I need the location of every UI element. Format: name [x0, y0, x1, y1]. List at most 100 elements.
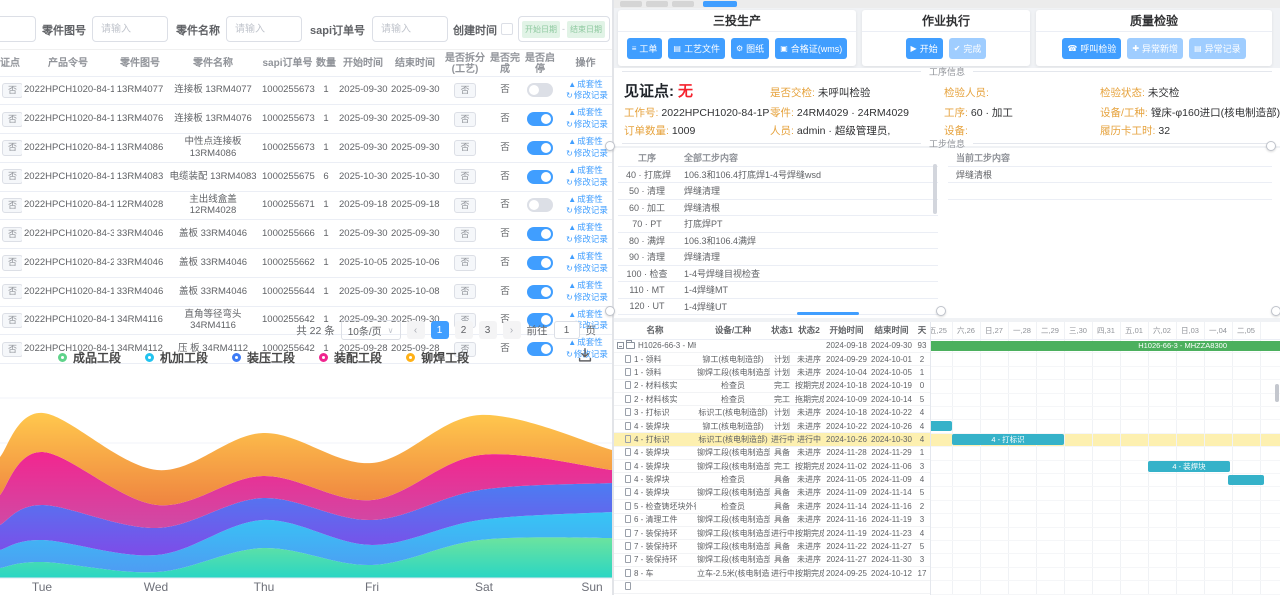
- gantt-row[interactable]: 7 - 装保持环 铆焊工段(核电制造部) 具备 未进序 2024-11-22 2024-1…: [614, 539, 930, 554]
- gantt-bar[interactable]: 4 - 打标识: [952, 434, 1064, 445]
- page-button-1[interactable]: 1: [430, 321, 449, 339]
- legend-item[interactable]: 成品工段: [58, 349, 121, 366]
- gantt-row[interactable]: H1026-66-3 - MHZZA8300 2024-09-182024-09-…: [614, 339, 930, 353]
- row-toggle[interactable]: [527, 83, 553, 98]
- split-tag[interactable]: 否: [454, 82, 476, 98]
- step-row[interactable]: 70 · PT 打底焊PT: [618, 215, 938, 233]
- cutoff-filter-input[interactable]: [0, 16, 36, 42]
- gantt-bar[interactable]: 4 - 装焊块: [1148, 461, 1230, 472]
- legend-item[interactable]: 铆焊工段: [406, 349, 469, 366]
- start-date-placeholder[interactable]: 开始日期: [522, 20, 560, 38]
- collapse-icon[interactable]: [617, 342, 624, 350]
- steps-horizontal-scrollbar[interactable]: [797, 312, 859, 315]
- legend-item[interactable]: 机加工段: [145, 349, 208, 366]
- row-toggle[interactable]: [527, 342, 553, 357]
- legend-item[interactable]: 装压工段: [232, 349, 295, 366]
- suite-link[interactable]: ▲成套性: [568, 107, 603, 118]
- gantt-row[interactable]: 8 - 车立车-2.5米(核电制造部)进行中按期完成2024-09-252024…: [614, 566, 930, 581]
- row-toggle[interactable]: [527, 112, 553, 127]
- split-tag[interactable]: 否: [454, 111, 476, 127]
- witness-tag[interactable]: 否: [2, 197, 22, 213]
- split-tag[interactable]: 否: [454, 255, 476, 271]
- create-time-checkbox[interactable]: [501, 23, 513, 35]
- legend-item[interactable]: 装配工段: [319, 349, 382, 366]
- 异常新增-button[interactable]: ✚ 异常新增: [1127, 37, 1184, 59]
- suite-link[interactable]: ▲成套性: [568, 251, 603, 261]
- row-toggle[interactable]: [527, 140, 553, 155]
- prev-page-button[interactable]: ‹: [406, 321, 425, 339]
- row-toggle[interactable]: [527, 198, 553, 213]
- suite-link[interactable]: ▲成套性: [568, 193, 603, 204]
- part-drawing-no-input[interactable]: [92, 16, 168, 42]
- resize-handle[interactable]: [605, 306, 615, 316]
- split-tag[interactable]: 否: [454, 284, 476, 300]
- row-toggle[interactable]: [527, 255, 553, 270]
- sap-order-no-input[interactable]: [372, 16, 448, 42]
- suite-link[interactable]: ▲成套性: [568, 222, 603, 233]
- gantt-row[interactable]: 5 - 检查铸坯块外径 检查员 具备 未进序 2024-11-14 2024-11-16 2: [614, 499, 930, 514]
- witness-tag[interactable]: 否: [2, 169, 22, 185]
- split-tag[interactable]: 否: [454, 197, 476, 213]
- suite-link[interactable]: ▲成套性: [568, 164, 603, 175]
- split-tag[interactable]: 否: [454, 226, 476, 242]
- modify-record-link[interactable]: ↻修改记录: [566, 349, 608, 360]
- resize-handle[interactable]: [1271, 306, 1280, 316]
- witness-tag[interactable]: 否: [2, 226, 22, 242]
- 工单-button[interactable]: ≡ 工单: [626, 37, 663, 59]
- row-toggle[interactable]: [527, 227, 553, 242]
- 合格证(wms)-button[interactable]: ▣ 合格证(wms): [775, 37, 848, 59]
- gantt-bar[interactable]: [1228, 474, 1264, 485]
- gantt-bar[interactable]: H1026-66-3 - MHZZA8300: [931, 340, 1280, 351]
- gantt-row[interactable]: 4 - 装焊块 铆焊工段(核电制造部) 具备 未进序 2024-11-09 2024-11…: [614, 486, 930, 501]
- step-row[interactable]: 50 · 清理 焊缝清理: [618, 182, 938, 200]
- suite-link[interactable]: ▲成套性: [568, 279, 603, 290]
- suite-link[interactable]: ▲成套性: [568, 308, 603, 319]
- gantt-row[interactable]: 4 - 装焊块 铆焊工段(核电制造部) 完工 按期完成 2024-11-02 2024-1…: [614, 459, 930, 474]
- gantt-row[interactable]: 3 - 打标识 标识工(核电制造部) 计划 未进序 2024-10-18 2024-10-…: [614, 405, 930, 420]
- page-button-2[interactable]: 2: [454, 321, 473, 339]
- gantt-row[interactable]: 4 - 装焊块 检查员 具备 未进序 2024-11-05 2024-11-09 4: [614, 472, 930, 487]
- gantt-row[interactable]: 2 - 材料核实 检查员 完工 按期完成 2024-10-18 2024-10-19 0: [614, 379, 930, 394]
- 异常记录-button[interactable]: ▤ 异常记录: [1189, 37, 1246, 59]
- gantt-row[interactable]: 4 - 装焊块 铆焊工段(核电制造部) 具备 未进序 2024-11-28 2024-11…: [614, 446, 930, 461]
- modify-record-link[interactable]: ↻修改记录: [566, 234, 608, 245]
- gantt-row[interactable]: 7 - 装保持环 铆焊工段(核电制造部) 进行中 按期完成 2024-11-19 2024…: [614, 526, 930, 541]
- step-row[interactable]: 90 · 清理 焊缝清理: [618, 248, 938, 266]
- gantt-row[interactable]: [614, 580, 930, 594]
- gantt-row[interactable]: 1 - 领料 铆焊工段(核电制造部) 计划 未进序 2024-10-04 2024-10-…: [614, 365, 930, 380]
- split-tag[interactable]: 否: [454, 140, 476, 156]
- step-row[interactable]: 40 · 打底焊 106.3和106.4打底焊1-4号焊缝wsd: [618, 166, 938, 183]
- row-toggle[interactable]: [527, 284, 553, 299]
- next-page-button[interactable]: ›: [502, 321, 521, 339]
- gantt-row[interactable]: 6 - 清理工件 铆焊工段(核电制造部) 具备 未进序 2024-11-16 2024-1…: [614, 513, 930, 527]
- step-row[interactable]: 110 · MT 1-4焊缝MT: [618, 281, 938, 299]
- download-icon[interactable]: [576, 346, 594, 364]
- step-row[interactable]: 100 · 检查 1-4号焊缝目视检查: [618, 265, 938, 282]
- page-button-3[interactable]: 3: [478, 321, 497, 339]
- gantt-bar[interactable]: [931, 420, 952, 432]
- witness-tag[interactable]: 否: [2, 312, 22, 328]
- witness-tag[interactable]: 否: [2, 140, 22, 156]
- tab-segment-active[interactable]: [703, 1, 737, 7]
- tab-segment[interactable]: [620, 1, 642, 7]
- resize-handle[interactable]: [936, 306, 946, 316]
- gantt-row[interactable]: 7 - 装保持环 铆焊工段(核电制造部) 具备 未进序 2024-11-27 2024-1…: [614, 553, 930, 568]
- page-size-select[interactable]: 10条/页 ∨: [340, 320, 401, 340]
- modify-record-link[interactable]: ↻修改记录: [566, 90, 608, 101]
- suite-link[interactable]: ▲成套性: [568, 78, 603, 89]
- split-tag[interactable]: 否: [454, 341, 476, 357]
- goto-page-input[interactable]: [553, 321, 580, 339]
- witness-tag[interactable]: 否: [2, 341, 22, 357]
- modify-record-link[interactable]: ↻修改记录: [566, 205, 608, 216]
- resize-handle[interactable]: [1266, 141, 1276, 151]
- steps-vertical-scrollbar[interactable]: [933, 164, 937, 214]
- suite-link[interactable]: ▲成套性: [568, 136, 603, 146]
- row-toggle[interactable]: [527, 169, 553, 184]
- resize-handle[interactable]: [605, 141, 615, 151]
- timeline-scrollbar[interactable]: [1275, 384, 1279, 402]
- 呼叫检验-button[interactable]: ☎ 呼叫检验: [1062, 37, 1122, 59]
- modify-record-link[interactable]: ↻修改记录: [566, 262, 608, 273]
- create-time-daterange[interactable]: 开始日期 - 结束日期: [518, 16, 610, 42]
- split-tag[interactable]: 否: [454, 169, 476, 185]
- witness-tag[interactable]: 否: [2, 111, 22, 127]
